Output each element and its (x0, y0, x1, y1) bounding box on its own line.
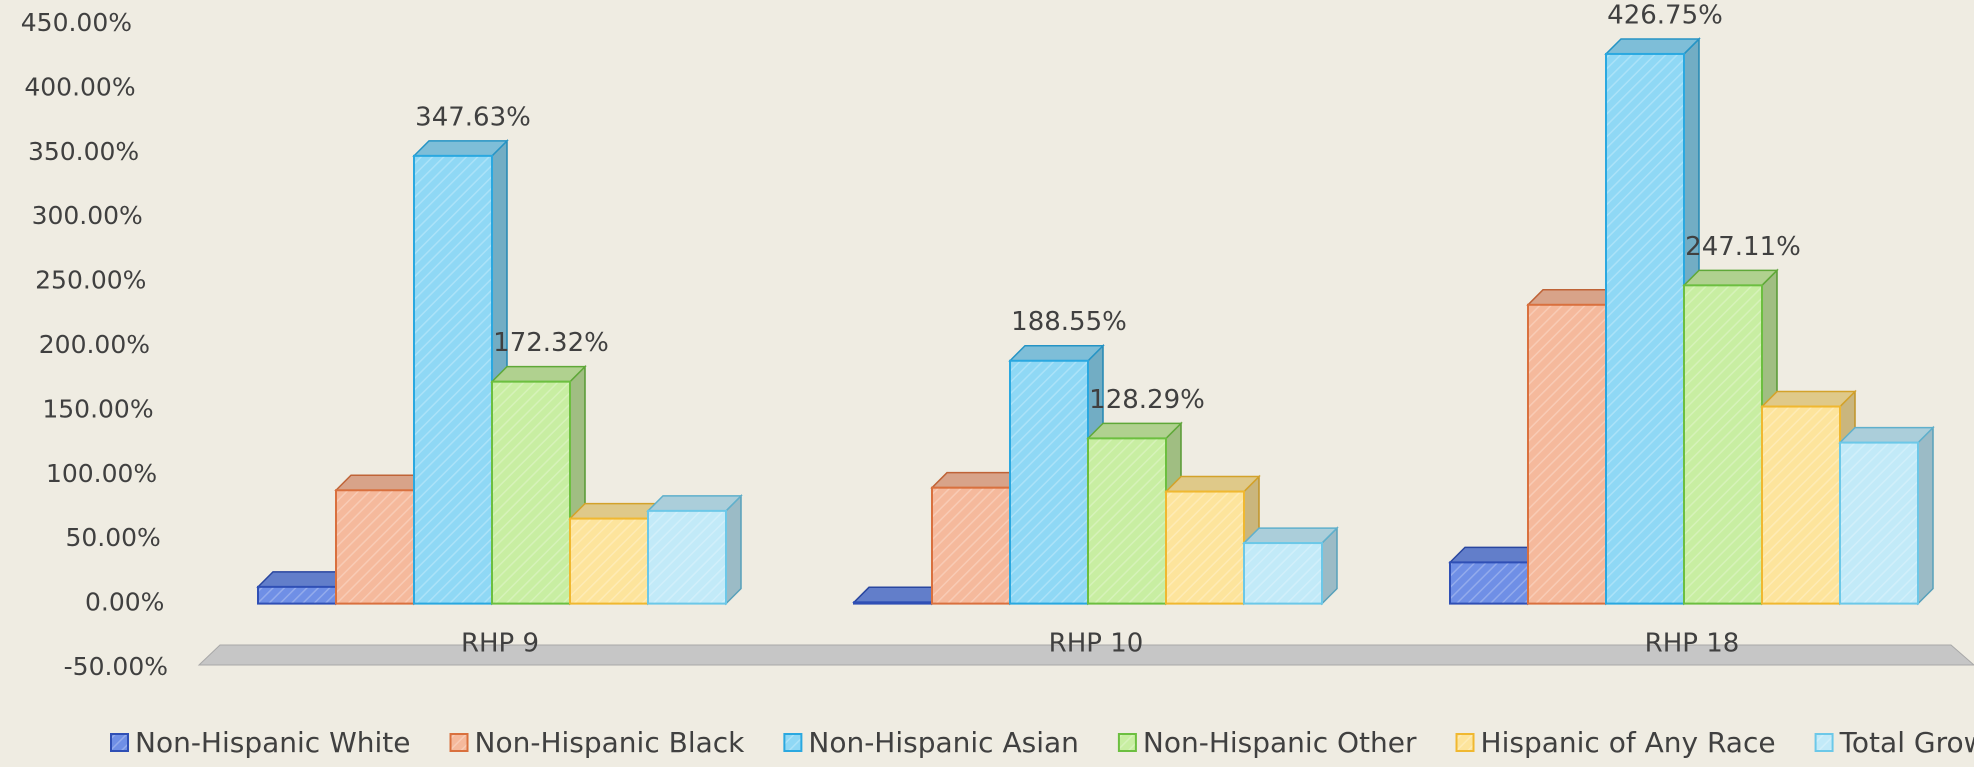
y-tick-label: 50.00% (65, 523, 160, 552)
value-label: 188.55% (1011, 307, 1127, 337)
y-tick-label: 450.00% (21, 8, 132, 37)
bar (1526, 287, 1623, 606)
bar-front (931, 486, 1011, 605)
value-label: 247.11% (1685, 232, 1801, 262)
bar (1008, 343, 1105, 606)
bar-top (412, 140, 509, 157)
bar-top (1086, 422, 1183, 440)
legend-label: Non-Hispanic Asian (808, 726, 1079, 759)
bar-top (1164, 475, 1261, 493)
value-label: 172.32% (493, 328, 609, 358)
legend-swatch (449, 733, 469, 752)
y-tick-label: 400.00% (24, 72, 135, 101)
bar-top (490, 365, 587, 383)
bar-front (257, 585, 337, 605)
bar-front (1761, 405, 1841, 605)
y-tick-label: 250.00% (35, 266, 146, 295)
legend-swatch (110, 733, 129, 752)
legend-label: Non-Hispanic White (135, 726, 411, 759)
bar (490, 364, 587, 606)
legend-swatch (783, 733, 803, 752)
bar-front (1243, 542, 1323, 605)
bar-front (491, 380, 571, 605)
legend-label: Non-Hispanic Black (475, 726, 746, 759)
bar-side (1917, 425, 1934, 606)
legend-label: Total Growth (1839, 726, 1974, 759)
x-tick-label: RHP 10 (1049, 629, 1144, 659)
bar-front (853, 601, 933, 605)
bar-front (1527, 303, 1607, 605)
y-tick-label: 0.00% (85, 588, 164, 617)
bar-front (335, 489, 415, 605)
legend-label: Non-Hispanic Other (1143, 726, 1417, 759)
bar-top (1682, 269, 1779, 287)
y-tick-label: 100.00% (46, 459, 157, 488)
bar-front (1449, 561, 1529, 605)
bar-front (1683, 284, 1763, 605)
bar (1242, 526, 1339, 606)
y-tick-label: 150.00% (42, 394, 153, 423)
bar-front (569, 517, 649, 605)
bar-top (1604, 38, 1701, 55)
y-tick-label: 350.00% (28, 137, 139, 166)
bar-front (1165, 490, 1245, 605)
bar-front (1839, 441, 1919, 605)
bar (1164, 474, 1261, 606)
legend-swatch (1814, 733, 1834, 752)
bar-top (1242, 527, 1339, 544)
bar-side (725, 494, 742, 606)
legend-swatch (1455, 733, 1475, 752)
bar-top (646, 495, 743, 512)
bar-front (1009, 359, 1089, 605)
legend-swatch (1117, 733, 1137, 752)
y-tick-label: -50.00% (64, 652, 168, 681)
bar-front (647, 509, 727, 605)
bar (646, 494, 743, 606)
floor (197, 644, 1974, 666)
legend-label: Hispanic of Any Race (1481, 726, 1776, 759)
bar-top (1760, 390, 1857, 408)
value-label: 347.63% (415, 102, 531, 132)
bar (1838, 425, 1935, 606)
bar-front (413, 154, 493, 605)
bar-front (1087, 437, 1167, 605)
x-tick-label: RHP 9 (461, 629, 539, 659)
y-tick-label: 200.00% (39, 330, 150, 359)
bar-top (1008, 344, 1105, 362)
bar-top (1838, 426, 1935, 444)
y-tick-label: 300.00% (32, 201, 143, 230)
bar-front (1605, 52, 1685, 605)
value-label: 128.29% (1089, 385, 1205, 415)
x-tick-label: RHP 18 (1645, 629, 1740, 659)
value-label: 426.75% (1607, 0, 1723, 30)
